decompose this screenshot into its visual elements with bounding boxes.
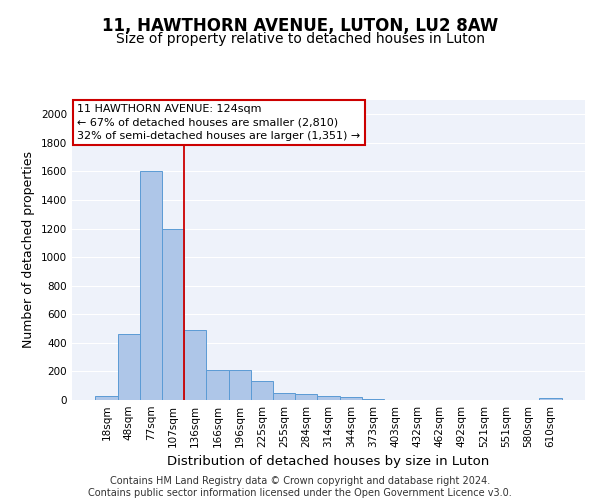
- Bar: [162, 228, 184, 400]
- Bar: [229, 370, 251, 400]
- Text: Contains HM Land Registry data © Crown copyright and database right 2024.
Contai: Contains HM Land Registry data © Crown c…: [88, 476, 512, 498]
- Text: 11, HAWTHORN AVENUE, LUTON, LU2 8AW: 11, HAWTHORN AVENUE, LUTON, LU2 8AW: [102, 18, 498, 36]
- Bar: [206, 370, 229, 400]
- Bar: [140, 172, 162, 400]
- X-axis label: Distribution of detached houses by size in Luton: Distribution of detached houses by size …: [167, 456, 490, 468]
- Bar: [295, 394, 317, 400]
- Bar: [317, 396, 340, 400]
- Bar: [118, 334, 140, 400]
- Y-axis label: Number of detached properties: Number of detached properties: [22, 152, 35, 348]
- Bar: [539, 398, 562, 400]
- Bar: [95, 396, 118, 400]
- Bar: [184, 330, 206, 400]
- Bar: [340, 397, 362, 400]
- Text: Size of property relative to detached houses in Luton: Size of property relative to detached ho…: [115, 32, 485, 46]
- Text: 11 HAWTHORN AVENUE: 124sqm
← 67% of detached houses are smaller (2,810)
32% of s: 11 HAWTHORN AVENUE: 124sqm ← 67% of deta…: [77, 104, 361, 141]
- Bar: [251, 382, 273, 400]
- Bar: [273, 393, 295, 400]
- Bar: [362, 398, 384, 400]
